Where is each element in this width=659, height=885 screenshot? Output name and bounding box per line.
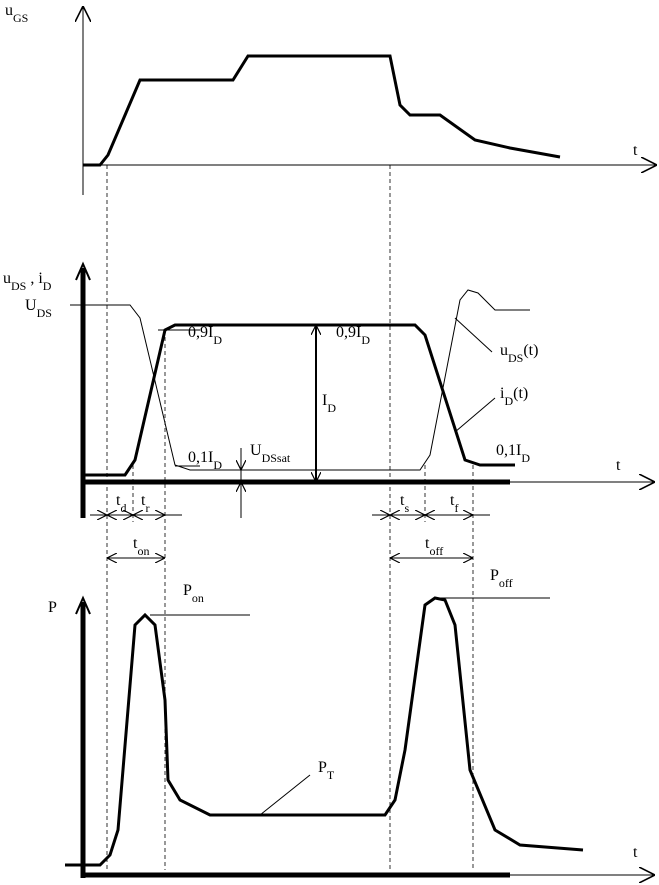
p-curve	[65, 596, 584, 867]
label-subscript: DSsat	[262, 451, 291, 465]
label-subscript: on	[192, 591, 204, 605]
label: ID	[322, 392, 336, 415]
label-text: t	[116, 492, 121, 509]
label-text: t	[400, 492, 405, 509]
label-subscript: on	[137, 544, 149, 558]
bottom-panel	[65, 595, 655, 878]
label: ts	[400, 492, 409, 515]
label-subscript: s	[404, 501, 409, 515]
label: Poff	[490, 567, 513, 590]
label-text: t	[450, 492, 455, 509]
ugs-curve	[83, 54, 561, 167]
label-text: t	[633, 844, 638, 861]
label-text: P	[183, 582, 192, 599]
label-subscript: D	[43, 279, 52, 293]
label-text: 0,9I	[188, 324, 213, 341]
label: tr	[141, 492, 149, 515]
label-text: P	[490, 567, 499, 584]
label-subscript: d	[120, 501, 126, 515]
label-text: t	[633, 142, 638, 159]
middle-panel	[70, 261, 655, 558]
label: iD(t)	[500, 385, 528, 408]
label: t	[633, 142, 638, 159]
label-subscript: D	[504, 394, 513, 408]
label-subscript: D	[213, 333, 222, 347]
label-subscript: off	[499, 576, 513, 590]
label: 0,9ID	[188, 324, 222, 347]
label: uDS(t)	[500, 342, 538, 365]
dashed-guides	[106, 165, 474, 870]
label-subscript: DS	[508, 351, 523, 365]
id-curve	[83, 323, 515, 477]
label: 0,1ID	[496, 442, 530, 465]
label-text: I	[322, 392, 327, 409]
label: Pon	[183, 582, 204, 605]
label-text: u	[5, 2, 13, 19]
label-subscript: DS	[37, 306, 52, 320]
label: td	[116, 492, 126, 515]
label-subscript: r	[145, 501, 149, 515]
label: 0,1ID	[188, 449, 222, 472]
label-text: 0,9I	[336, 324, 361, 341]
label-text: 0,1I	[496, 442, 521, 459]
label-subscript: f	[454, 501, 458, 515]
label-text: t	[425, 535, 430, 552]
label-text: P	[48, 599, 57, 616]
label-subscript: D	[361, 333, 370, 347]
label-text: U	[250, 442, 262, 459]
label-text: u	[3, 270, 11, 287]
label-subscript: GS	[13, 11, 28, 25]
label-text: U	[25, 297, 37, 314]
label: UDS	[25, 297, 52, 320]
label-subscript: D	[213, 458, 222, 472]
label: UDSsat	[250, 442, 291, 465]
label-text: (t)	[513, 385, 528, 402]
label-text: i	[500, 385, 505, 402]
label: PT	[318, 759, 335, 782]
top-panel	[83, 6, 657, 195]
label-subscript: DS	[11, 279, 26, 293]
label-text: u	[500, 342, 508, 359]
label: P	[48, 599, 57, 616]
label-text: , i	[26, 270, 43, 287]
label: uDS , iD	[3, 270, 52, 293]
label-subscript: off	[429, 544, 443, 558]
label-subscript: D	[521, 451, 530, 465]
label: uGS	[5, 2, 28, 25]
label-text: t	[616, 457, 621, 474]
label-text: t	[133, 535, 138, 552]
label: 0,9ID	[336, 324, 370, 347]
label: tf	[450, 492, 458, 515]
label-text: t	[141, 492, 146, 509]
label-subscript: D	[327, 401, 336, 415]
label-text: P	[318, 759, 327, 776]
label-subscript: T	[327, 768, 335, 782]
label-text: 0,1I	[188, 449, 213, 466]
label: ton	[133, 535, 149, 558]
label: t	[633, 844, 638, 861]
label-text: (t)	[523, 342, 538, 359]
label: t	[616, 457, 621, 474]
label: toff	[425, 535, 443, 558]
uds-curve	[70, 289, 530, 471]
